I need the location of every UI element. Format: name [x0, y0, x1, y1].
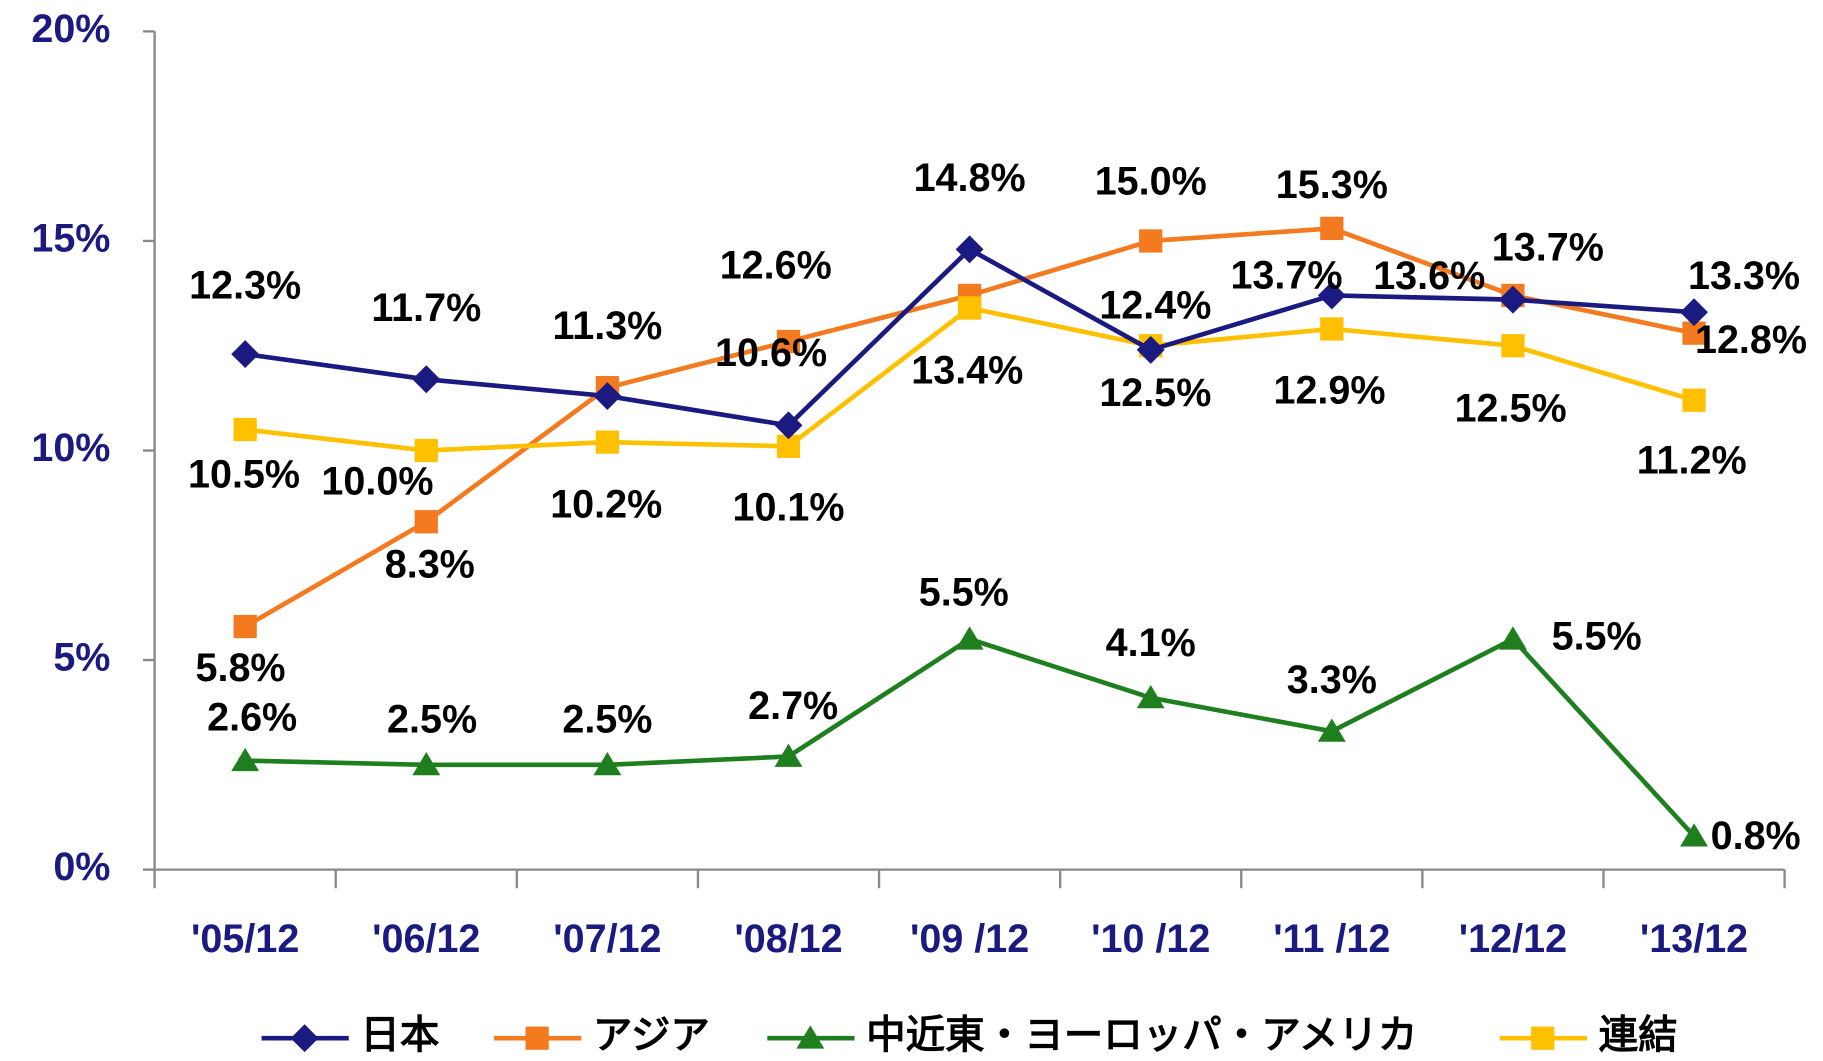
marker [1498, 626, 1527, 650]
data-label: 2.6% [207, 695, 297, 739]
data-label: 10.0% [321, 460, 433, 504]
x-tick-label: '05/12 [191, 917, 299, 961]
marker [776, 434, 801, 458]
y-tick-label: 20% [31, 7, 110, 51]
marker [595, 430, 620, 454]
data-label: 12.9% [1273, 368, 1385, 412]
marker [593, 382, 622, 410]
marker [593, 752, 622, 776]
marker [774, 411, 803, 440]
data-label: 12.3% [189, 263, 301, 307]
marker [414, 438, 438, 463]
marker [957, 296, 982, 320]
data-label: 12.6% [720, 244, 832, 288]
data-label: 10.1% [732, 486, 844, 530]
x-tick-label: '13/12 [1640, 917, 1748, 961]
legend-label: 日本 [360, 1014, 440, 1058]
data-label: 0.8% [1711, 814, 1801, 858]
marker [1680, 298, 1708, 327]
marker [290, 1024, 319, 1053]
data-label: 15.3% [1276, 163, 1388, 207]
data-label: 11.7% [371, 286, 481, 330]
x-tick-label: '12/12 [1459, 917, 1567, 961]
marker [955, 626, 984, 650]
data-label: 13.7% [1230, 253, 1342, 297]
marker [233, 417, 257, 442]
data-label: 13.7% [1492, 226, 1604, 270]
legend-label: 中近東・ヨーロッパ・アメリカ [866, 1014, 1417, 1058]
y-tick-label: 10% [31, 426, 110, 470]
data-label: 5.5% [1552, 615, 1642, 659]
data-label: 11.3% [552, 304, 662, 348]
marker [1320, 216, 1344, 241]
data-label: 5.5% [919, 570, 1009, 614]
marker [1501, 334, 1525, 358]
marker [1680, 823, 1708, 847]
x-tick-label: '07/12 [553, 917, 661, 961]
y-tick-label: 15% [31, 216, 110, 260]
plot-group: 0% 5% 10% 15% 20% '05/12 '06/12 '07/12 '08/12 '09… [31, 7, 1807, 1058]
x-tick-label: '10 /12 [1091, 917, 1210, 961]
marker [525, 1026, 549, 1050]
marker [1682, 321, 1706, 345]
marker [233, 614, 257, 639]
marker [796, 1025, 825, 1049]
marker [1136, 684, 1165, 709]
y-tick-label: 5% [53, 636, 110, 680]
legend-label: アジア [593, 1014, 710, 1058]
data-label: 12.8% [1695, 318, 1807, 362]
data-label: 11.2% [1637, 438, 1747, 482]
marker [1531, 1026, 1555, 1050]
marker [412, 365, 441, 394]
data-label: 10.5% [188, 453, 300, 497]
data-label: 12.4% [1099, 284, 1211, 328]
data-label: 13.3% [1688, 254, 1800, 298]
data-label: 15.0% [1095, 159, 1207, 203]
data-label: 12.5% [1099, 371, 1211, 415]
marker [231, 340, 260, 369]
data-label: 5.8% [195, 646, 285, 690]
marker [1136, 335, 1165, 364]
data-label: 13.4% [911, 349, 1023, 393]
marker [1320, 317, 1344, 341]
data-label: 2.5% [387, 697, 477, 741]
x-tick-label: '06/12 [372, 917, 480, 961]
y-tick-label: 0% [53, 845, 110, 889]
marker [774, 743, 803, 767]
marker [231, 747, 260, 772]
data-label: 10.6% [715, 331, 827, 375]
x-tick-label: '09 /12 [910, 917, 1029, 961]
marker [1139, 229, 1163, 253]
x-tick-label: '08/12 [734, 917, 842, 961]
marker [1317, 281, 1346, 310]
data-label: 12.5% [1455, 386, 1567, 430]
marker [412, 752, 441, 776]
data-label: 13.6% [1373, 254, 1485, 298]
data-label: 10.2% [550, 483, 662, 527]
x-tick-label: '11 /12 [1273, 917, 1390, 961]
data-label: 8.3% [385, 543, 475, 587]
legend-label: 連結 [1599, 1014, 1678, 1058]
data-label: 2.5% [562, 697, 652, 741]
data-label: 14.8% [914, 156, 1026, 200]
data-label: 2.7% [748, 684, 838, 728]
marker [1498, 285, 1527, 314]
data-label: 4.1% [1106, 621, 1196, 665]
marker [1317, 718, 1346, 742]
marker [414, 510, 438, 534]
marker [776, 329, 801, 354]
marker [1682, 388, 1706, 412]
data-label: 3.3% [1287, 658, 1377, 702]
